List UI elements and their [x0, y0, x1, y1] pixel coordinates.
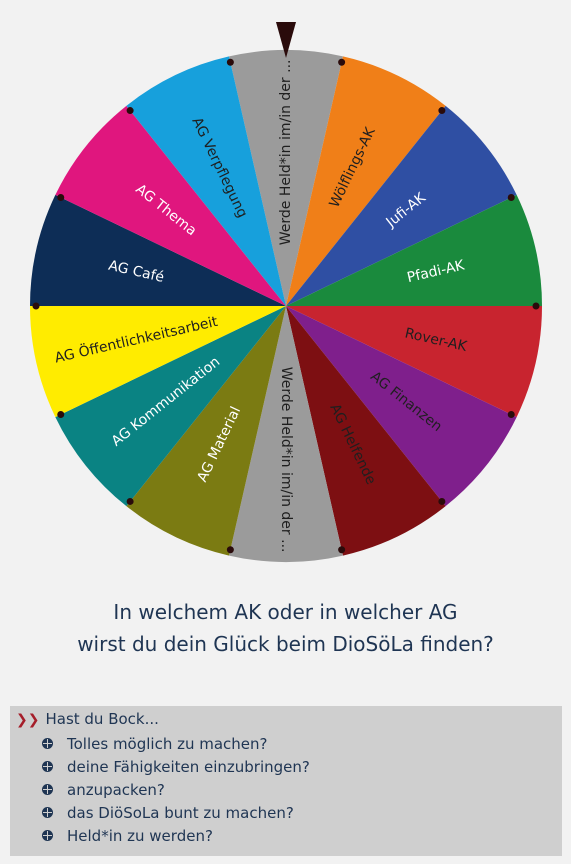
wheel-segment	[286, 306, 446, 556]
bock-title: Hast du Bock...	[45, 710, 159, 728]
wheel-peg	[532, 302, 540, 310]
bock-box: ❯❯ Hast du Bock... Tolles möglich zu mach…	[10, 706, 562, 856]
wheel-peg	[338, 58, 346, 66]
wheel-pointer	[276, 22, 296, 58]
wheel-segment	[229, 306, 343, 562]
wheel-segment	[229, 50, 343, 306]
compass-icon	[42, 761, 53, 772]
wheel-segment	[30, 306, 286, 418]
wheel-segment	[286, 306, 542, 418]
wheel-segment	[55, 105, 286, 306]
list-item: deine Fähigkeiten einzubringen?	[42, 755, 310, 778]
wheel-segment	[286, 56, 446, 306]
wheel-peg	[126, 497, 134, 505]
wheel-segment	[286, 105, 517, 306]
wheel-peg	[507, 194, 515, 202]
list-item: Tolles möglich zu machen?	[42, 732, 310, 755]
wheel-segment-label: Werde Held*in im/in der ...	[278, 60, 294, 246]
wheel-segment	[286, 194, 542, 306]
list-item: das DiöSoLa bunt zu machen?	[42, 801, 310, 824]
wheel-peg	[438, 497, 446, 505]
compass-icon	[42, 738, 53, 749]
wheel-of-fortune[interactable]: Werde Held*in im/in der ... Wölflings-AKJ…	[0, 0, 571, 590]
wheel-peg	[438, 107, 446, 115]
wheel-peg	[226, 58, 234, 66]
wheel-segment	[126, 306, 286, 556]
compass-icon	[42, 784, 53, 795]
chevron-right-icon: ❯❯	[16, 712, 40, 728]
bock-heading: ❯❯ Hast du Bock...	[16, 710, 159, 728]
question-line-2: wirst du dein Glück beim DioSöLa finden?	[77, 632, 494, 656]
wheel-segment	[126, 56, 286, 306]
wheel-segment	[286, 306, 517, 507]
list-item: Held*in zu werden?	[42, 824, 310, 847]
wheel-peg	[57, 410, 65, 418]
wheel-segment	[55, 306, 286, 507]
wheel-peg	[507, 410, 515, 418]
wheel-peg	[126, 107, 134, 115]
wheel-peg	[57, 194, 65, 202]
compass-icon	[42, 830, 53, 841]
list-item: anzupacken?	[42, 778, 310, 801]
compass-icon	[42, 807, 53, 818]
bock-list: Tolles möglich zu machen? deine Fähigkei…	[42, 732, 310, 847]
wheel-segment	[30, 194, 286, 306]
wheel-peg	[226, 546, 234, 554]
wheel-segment-label: Werde Held*in im/in der ...	[278, 367, 294, 553]
wheel-peg	[32, 302, 40, 310]
wheel-peg	[338, 546, 346, 554]
question-line-1: In welchem AK oder in welcher AG	[113, 600, 458, 624]
question-text: In welchem AK oder in welcher AG wirst d…	[0, 596, 571, 660]
